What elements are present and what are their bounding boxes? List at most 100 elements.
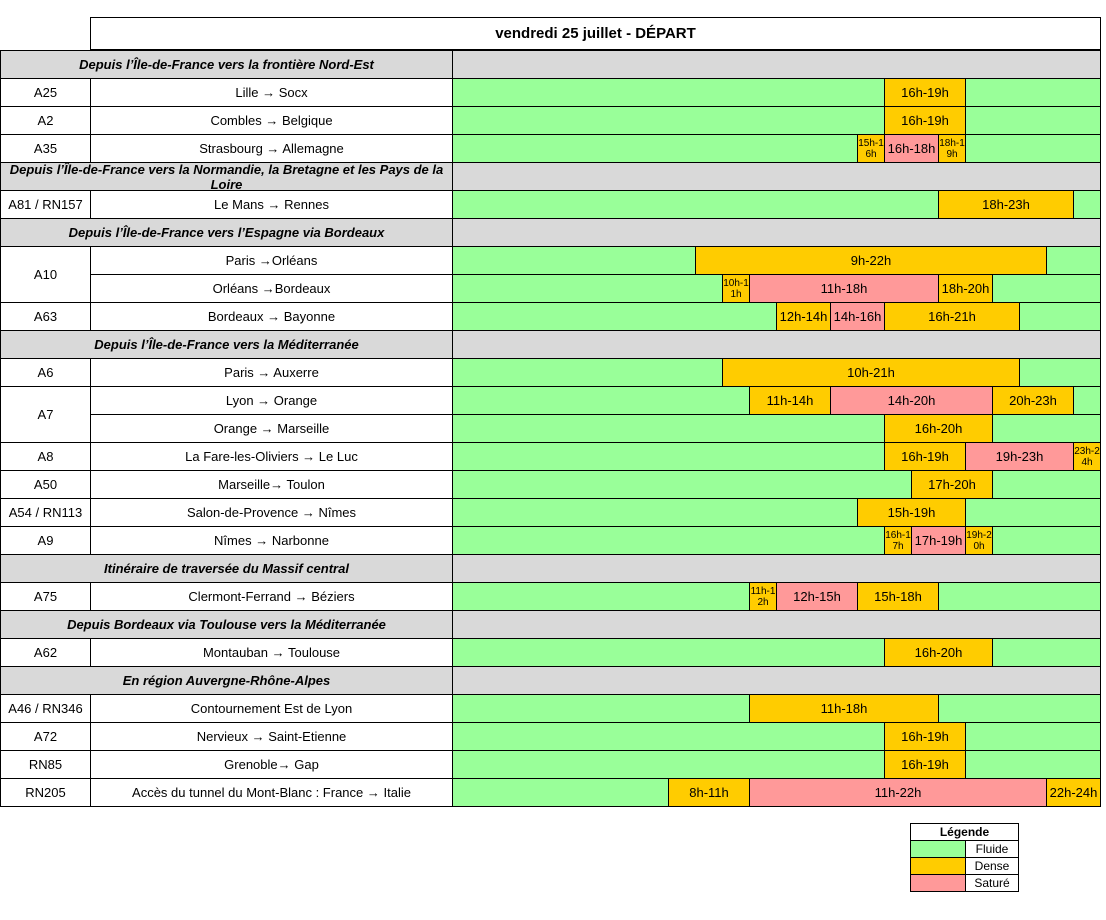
section-fill	[452, 610, 1101, 639]
road-cell: A72	[0, 722, 91, 751]
segment: 11h-14h	[749, 386, 831, 415]
segment: 17h-19h	[911, 526, 966, 555]
segment: 17h-20h	[911, 470, 993, 499]
timeline	[452, 722, 1101, 751]
section-fill	[452, 666, 1101, 695]
section-fill	[452, 218, 1101, 247]
timeline	[452, 470, 1101, 499]
segment: 16h-18h	[884, 134, 939, 163]
timeline	[452, 134, 1101, 163]
legend-label: Saturé	[965, 874, 1019, 892]
road-cell: A50	[0, 470, 91, 499]
section-fill	[452, 162, 1101, 191]
segment: 22h-24h	[1046, 778, 1101, 807]
segment: 19h-23h	[965, 442, 1074, 471]
route-cell: Bordeaux → Bayonne	[90, 302, 453, 331]
road-cell: A54 / RN113	[0, 498, 91, 527]
segment: 11h-22h	[749, 778, 1047, 807]
segment: 16h-20h	[884, 414, 993, 443]
timeline	[452, 414, 1101, 443]
timeline	[452, 638, 1101, 667]
route-cell: Paris → Auxerre	[90, 358, 453, 387]
route-cell: Marseille→ Toulon	[90, 470, 453, 499]
route-cell: Clermont-Ferrand → Béziers	[90, 582, 453, 611]
road-cell: A10	[0, 246, 91, 303]
segment: 15h-16h	[857, 134, 885, 163]
segment: 15h-18h	[857, 582, 939, 611]
segment: 9h-22h	[695, 246, 1047, 275]
legend-label: Dense	[965, 857, 1019, 875]
route-cell: Accès du tunnel du Mont-Blanc : France →…	[90, 778, 453, 807]
route-cell: Strasbourg → Allemagne	[90, 134, 453, 163]
route-cell: Orléans →Bordeaux	[90, 274, 453, 303]
segment: 16h-19h	[884, 750, 966, 779]
road-cell: A63	[0, 302, 91, 331]
section-title: Itinéraire de traversée du Massif centra…	[0, 554, 453, 583]
route-cell: Orange → Marseille	[90, 414, 453, 443]
section-title: Depuis l’Île-de-France vers la frontière…	[0, 50, 453, 79]
road-cell: A7	[0, 386, 91, 443]
road-cell: A25	[0, 78, 91, 107]
route-cell: Lyon → Orange	[90, 386, 453, 415]
route-cell: Montauban → Toulouse	[90, 638, 453, 667]
segment: 12h-15h	[776, 582, 858, 611]
segment: 10h-21h	[722, 358, 1020, 387]
road-cell: A75	[0, 582, 91, 611]
road-cell: RN205	[0, 778, 91, 807]
route-cell: Grenoble→ Gap	[90, 750, 453, 779]
road-cell: A62	[0, 638, 91, 667]
segment: 8h-11h	[668, 778, 750, 807]
segment: 16h-20h	[884, 638, 993, 667]
segment: 18h-23h	[938, 190, 1074, 219]
road-cell: RN85	[0, 750, 91, 779]
section-title: Depuis l’Île-de-France vers l’Espagne vi…	[0, 218, 453, 247]
segment: 14h-20h	[830, 386, 993, 415]
segment: 15h-19h	[857, 498, 966, 527]
segment: 11h-18h	[749, 274, 939, 303]
road-cell: A2	[0, 106, 91, 135]
section-fill	[452, 554, 1101, 583]
segment: 20h-23h	[992, 386, 1074, 415]
legend-swatch	[910, 857, 966, 875]
route-cell: Nîmes → Narbonne	[90, 526, 453, 555]
segment: 23h-24h	[1073, 442, 1101, 471]
road-cell: A6	[0, 358, 91, 387]
section-title: En région Auvergne-Rhône-Alpes	[0, 666, 453, 695]
timeline	[452, 750, 1101, 779]
route-cell: Salon-de-Provence → Nîmes	[90, 498, 453, 527]
route-cell: Lille → Socx	[90, 78, 453, 107]
legend-label: Fluide	[965, 840, 1019, 858]
segment: 16h-19h	[884, 78, 966, 107]
legend-swatch	[910, 874, 966, 892]
segment: 18h-19h	[938, 134, 966, 163]
segment: 12h-14h	[776, 302, 831, 331]
segment: 16h-19h	[884, 106, 966, 135]
road-cell: A8	[0, 442, 91, 471]
segment: 10h-11h	[722, 274, 750, 303]
segment: 14h-16h	[830, 302, 885, 331]
segment: 11h-18h	[749, 694, 939, 723]
route-cell: Combles → Belgique	[90, 106, 453, 135]
legend-title: Légende	[910, 823, 1019, 841]
route-cell: Le Mans → Rennes	[90, 190, 453, 219]
timeline	[452, 106, 1101, 135]
segment: 16h-17h	[884, 526, 912, 555]
road-cell: A46 / RN346	[0, 694, 91, 723]
route-cell: Contournement Est de Lyon	[90, 694, 453, 723]
section-title: Depuis Bordeaux via Toulouse vers la Méd…	[0, 610, 453, 639]
road-cell: A9	[0, 526, 91, 555]
section-fill	[452, 330, 1101, 359]
segment: 16h-21h	[884, 302, 1020, 331]
legend-swatch	[910, 840, 966, 858]
road-cell: A35	[0, 134, 91, 163]
route-cell: Nervieux → Saint-Etienne	[90, 722, 453, 751]
timeline	[452, 78, 1101, 107]
section-fill	[452, 50, 1101, 79]
segment: 11h-12h	[749, 582, 777, 611]
route-cell: Paris →Orléans	[90, 246, 453, 275]
segment: 16h-19h	[884, 722, 966, 751]
segment: 18h-20h	[938, 274, 993, 303]
segment: 19h-20h	[965, 526, 993, 555]
section-title: Depuis l’Île-de-France vers la Méditerra…	[0, 330, 453, 359]
